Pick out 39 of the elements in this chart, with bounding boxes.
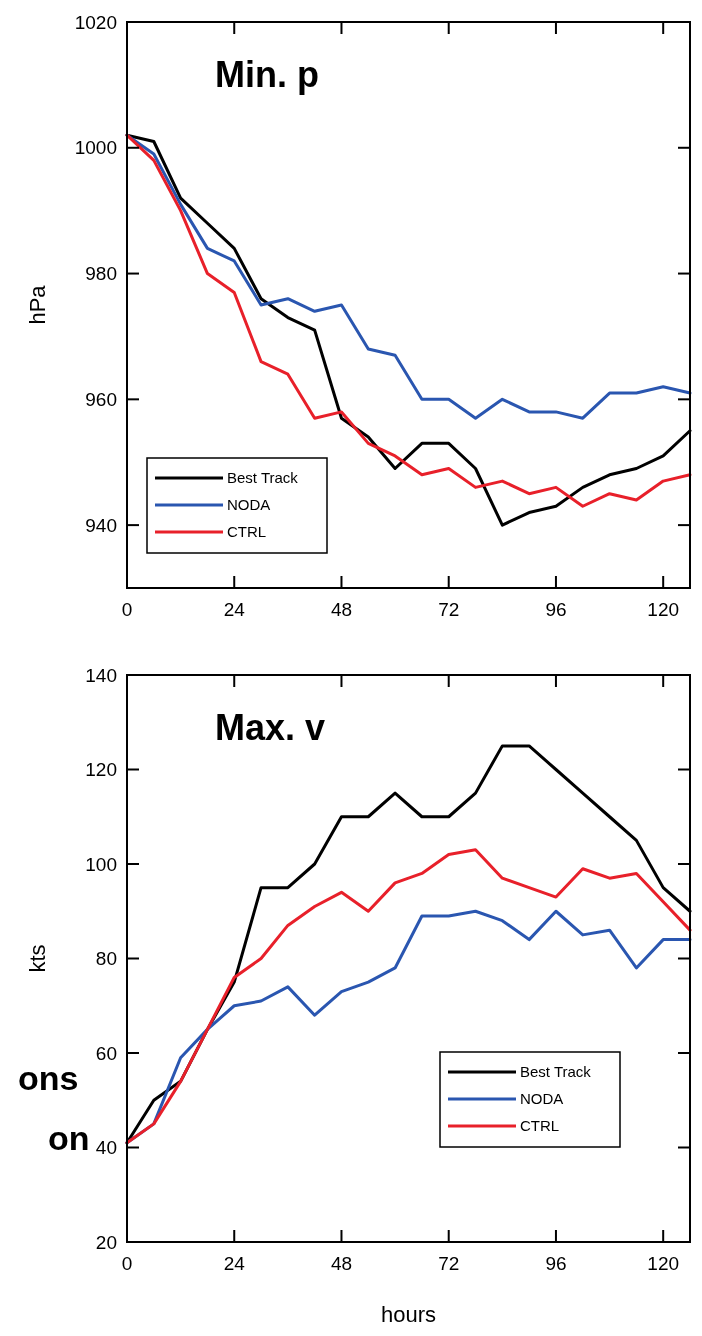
x-tick-label: 0	[121, 599, 133, 620]
x-tick-label: 72	[438, 1253, 460, 1274]
y-tick-label: 1000	[74, 137, 117, 159]
y-tick-label: 1020	[74, 11, 117, 33]
y-tick-label: 940	[85, 514, 117, 536]
text: on	[48, 1119, 90, 1157]
x-tick-label: 120	[647, 599, 680, 620]
x-tick-label: 72	[438, 599, 460, 620]
y-axis-title: hPa	[25, 284, 50, 325]
y-tick-label: 100	[85, 853, 117, 875]
y-tick-label: 960	[85, 388, 117, 410]
y-tick-label: 60	[95, 1042, 117, 1064]
y-tick-label: 980	[85, 263, 117, 285]
line-series	[125, 133, 692, 420]
x-tick-label: 96	[545, 1253, 567, 1274]
y-tick-label: 20	[95, 1231, 117, 1253]
x-axis-title: hours	[380, 1302, 437, 1327]
legend-label: Best Track	[227, 469, 299, 487]
legend-label: CTRL	[227, 523, 267, 541]
y-tick-label: 120	[85, 759, 117, 781]
x-tick-label: 24	[223, 599, 246, 620]
text: ons	[18, 1059, 79, 1097]
legend-label: CTRL	[520, 1117, 560, 1135]
legend-label: NODA	[520, 1090, 564, 1108]
x-tick-label: 120	[647, 1253, 680, 1274]
y-tick-label: 140	[85, 664, 117, 686]
x-tick-label: 96	[545, 599, 567, 620]
x-tick-label: 0	[121, 1253, 133, 1274]
text: Max. v	[215, 707, 326, 748]
legend-label: Best Track	[520, 1063, 592, 1081]
x-tick-label: 48	[330, 1253, 353, 1274]
y-tick-label: 80	[95, 948, 117, 970]
y-axis-title: kts	[25, 944, 50, 973]
x-tick-label: 24	[223, 1253, 246, 1274]
x-tick-label: 48	[330, 599, 353, 620]
legend-label: NODA	[227, 496, 271, 514]
line-series	[125, 848, 692, 1145]
text: Min. p	[215, 54, 319, 95]
y-tick-label: 40	[95, 1137, 117, 1159]
